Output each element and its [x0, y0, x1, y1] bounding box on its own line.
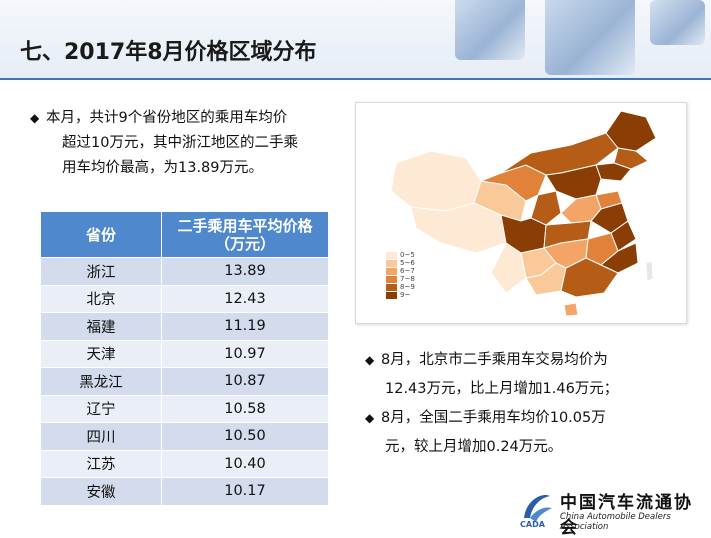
cell-province: 辽宁 — [40, 394, 162, 423]
map-svg — [390, 110, 657, 317]
intro-line: 用车均价最高，为13.89万元。 — [62, 160, 264, 176]
note-line: 元，较上月增加0.24万元。 — [385, 439, 563, 455]
cada-emblem-icon: CADA — [520, 494, 552, 528]
table-row: 辽宁 10.58 — [40, 394, 329, 423]
bullet-diamond-icon: ◆ — [365, 411, 375, 425]
title-underline — [0, 78, 711, 80]
cell-price: 13.89 — [161, 257, 329, 286]
cell-province: 江苏 — [40, 449, 162, 478]
cell-province: 福建 — [40, 312, 162, 341]
map-region-guangdong — [560, 257, 619, 298]
cell-province: 天津 — [40, 339, 162, 368]
cell-price: 10.50 — [161, 422, 329, 451]
map-legend: 0~5 5~6 6~7 7~8 8~9 9~ — [386, 251, 415, 299]
notes-paragraph: ◆ 8月，北京市二手乘用车交易均价为 12.43万元，比上月增加1.46万元； ◆… — [365, 346, 695, 462]
legend-item: 9~ — [386, 291, 415, 299]
map-region-fujian — [600, 242, 639, 274]
legend-item: 8~9 — [386, 283, 415, 291]
map-region-shaanxi — [530, 190, 562, 226]
cell-province: 浙江 — [40, 257, 162, 286]
cell-province: 北京 — [40, 284, 162, 313]
bullet-diamond-icon: ◆ — [365, 353, 375, 367]
cell-price: 10.97 — [161, 339, 329, 368]
cell-price: 10.17 — [161, 477, 329, 506]
map-region-jilin — [613, 147, 649, 170]
table-row: 福建 11.19 — [40, 312, 329, 341]
cell-province: 安徽 — [40, 477, 162, 506]
table-row: 浙江 13.89 — [40, 257, 329, 286]
cada-logo: CADA 中国汽车流通协会 China Automobile Dealers A… — [514, 486, 704, 538]
table-row: 天津 10.97 — [40, 339, 329, 368]
svg-text:CADA: CADA — [520, 520, 546, 528]
legend-item: 6~7 — [386, 267, 415, 275]
note-line: 12.43万元，比上月增加1.46万元； — [385, 381, 619, 397]
logo-chinese-name: 中国汽车流通协会 — [560, 493, 693, 538]
col-header-price: 二手乘用车平均价格 （万元） — [161, 211, 329, 258]
table-row: 黑龙江 10.87 — [40, 367, 329, 396]
province-price-table: 省份 二手乘用车平均价格 （万元） 浙江 13.89 北京 12.43 福建 11.1… — [40, 211, 329, 506]
intro-line: 超过10万元，其中浙江地区的二手乘 — [62, 135, 298, 151]
legend-swatch — [386, 251, 397, 259]
intro-paragraph: ◆ 本月，共计9个省份地区的乘用车均价 超过10万元，其中浙江地区的二手乘 用车均… — [30, 106, 330, 181]
legend-item: 0~5 — [386, 251, 415, 259]
table-row: 安徽 10.17 — [40, 477, 329, 506]
legend-swatch — [386, 259, 397, 267]
page-title: 七、2017年8月价格区域分布 — [20, 40, 317, 65]
header-banner: 七、2017年8月价格区域分布 — [0, 0, 711, 80]
table-row: 北京 12.43 — [40, 284, 329, 313]
logo-english-name: China Automobile Dealers Association — [560, 512, 671, 532]
map-region-taiwan — [645, 260, 654, 282]
legend-swatch — [386, 275, 397, 283]
legend-item: 7~8 — [386, 275, 415, 283]
decorative-cube — [650, 0, 705, 45]
cell-price: 10.87 — [161, 367, 329, 396]
decorative-cube — [545, 0, 635, 75]
cell-price: 10.58 — [161, 394, 329, 423]
map-region-xinjiang — [390, 150, 482, 212]
cell-price: 11.19 — [161, 312, 329, 341]
legend-swatch — [386, 267, 397, 275]
bullet-diamond-icon: ◆ — [30, 111, 40, 125]
col-header-province: 省份 — [40, 211, 162, 258]
decorative-cube — [455, 0, 525, 60]
note-line: ◆ 8月，全国二手乘用车均价10.05万 — [365, 404, 695, 433]
map-region-inner-mongolia — [500, 132, 619, 176]
cell-province: 四川 — [40, 422, 162, 451]
map-region-yunnan — [490, 242, 527, 294]
legend-item: 5~6 — [386, 259, 415, 267]
table-row: 四川 10.50 — [40, 422, 329, 451]
table-row: 江苏 10.40 — [40, 449, 329, 478]
table-header-row: 省份 二手乘用车平均价格 （万元） — [40, 211, 329, 258]
china-price-map: 0~5 5~6 6~7 7~8 8~9 9~ — [355, 102, 687, 324]
legend-swatch — [386, 291, 397, 299]
cell-province: 黑龙江 — [40, 367, 162, 396]
map-region-hainan — [563, 302, 579, 317]
legend-swatch — [386, 283, 397, 291]
note-line: ◆ 8月，北京市二手乘用车交易均价为 — [365, 346, 695, 375]
cell-price: 10.40 — [161, 449, 329, 478]
cell-price: 12.43 — [161, 284, 329, 313]
intro-line: ◆ 本月，共计9个省份地区的乘用车均价 — [30, 106, 330, 131]
